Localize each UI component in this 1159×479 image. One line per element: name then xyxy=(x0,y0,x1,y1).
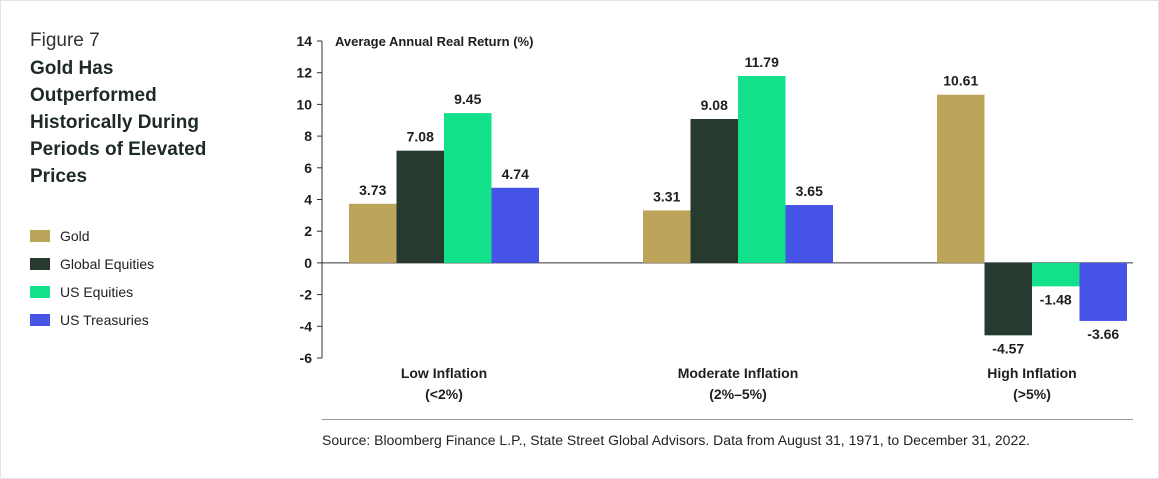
source-divider xyxy=(322,419,1133,420)
chart-legend: Gold Global Equities US Equities US Trea… xyxy=(30,222,154,334)
bar-global-equities xyxy=(396,150,444,263)
y-tick-label: 4 xyxy=(304,192,312,208)
legend-swatch-global-equities xyxy=(30,258,50,270)
y-tick-label: 8 xyxy=(304,128,312,144)
data-label: 3.31 xyxy=(653,188,680,204)
y-tick-label: 14 xyxy=(296,33,312,49)
bar-gold xyxy=(349,203,397,263)
x-category-label: Low Inflation xyxy=(401,365,487,381)
data-label: -4.57 xyxy=(992,340,1024,356)
x-category-sublabel: (>5%) xyxy=(1013,386,1051,402)
legend-item-gold: Gold xyxy=(30,222,154,250)
legend-item-us-equities: US Equities xyxy=(30,278,154,306)
legend-label-us-treasuries: US Treasuries xyxy=(60,312,149,328)
figure-label: Figure 7 xyxy=(30,30,100,51)
legend-label-us-equities: US Equities xyxy=(60,284,134,300)
figure-title: Gold Has Outperformed Historically Durin… xyxy=(30,58,207,187)
bar-global-equities xyxy=(690,118,738,263)
x-category-label: High Inflation xyxy=(987,365,1076,381)
data-label: 7.08 xyxy=(407,129,434,145)
y-tick-label: 12 xyxy=(296,65,312,81)
y-axis-label: Average Annual Real Return (%) xyxy=(335,34,533,49)
source-note: Source: Bloomberg Finance L.P., State St… xyxy=(322,432,1030,448)
y-tick-label: 10 xyxy=(296,96,312,112)
bar-us-equities xyxy=(444,113,492,263)
bar-us-equities xyxy=(738,76,786,263)
data-label: 4.74 xyxy=(502,166,529,182)
y-tick-label: 6 xyxy=(304,160,312,176)
legend-swatch-us-equities xyxy=(30,286,50,298)
bar-gold xyxy=(643,210,691,263)
y-tick-label: -2 xyxy=(300,287,313,303)
y-tick-label: 2 xyxy=(304,223,312,239)
data-label: 3.73 xyxy=(359,182,386,198)
data-label: 9.45 xyxy=(454,91,481,107)
y-tick-label: 0 xyxy=(304,255,312,271)
bar-global-equities xyxy=(984,262,1032,336)
legend-item-global-equities: Global Equities xyxy=(30,250,154,278)
bar-us-equities xyxy=(1032,262,1080,287)
data-label: -3.66 xyxy=(1087,326,1119,342)
data-label: 11.79 xyxy=(745,54,779,70)
x-category-sublabel: (<2%) xyxy=(425,386,463,402)
bar-gold xyxy=(937,94,985,263)
y-tick-label: -4 xyxy=(300,318,313,334)
legend-label-gold: Gold xyxy=(60,228,90,244)
data-label: 9.08 xyxy=(701,97,728,113)
data-label: 10.61 xyxy=(943,73,978,89)
bar-us-treasuries xyxy=(1079,262,1127,321)
x-category-label: Moderate Inflation xyxy=(678,365,799,381)
legend-swatch-gold xyxy=(30,230,50,242)
bar-us-treasuries xyxy=(491,187,539,263)
legend-label-global-equities: Global Equities xyxy=(60,256,155,272)
bar-us-treasuries xyxy=(785,205,833,263)
data-label: -1.48 xyxy=(1040,291,1072,307)
y-tick-label: -6 xyxy=(300,350,313,366)
x-category-sublabel: (2%–5%) xyxy=(709,386,767,402)
legend-item-us-treasuries: US Treasuries xyxy=(30,306,154,334)
legend-swatch-us-treasuries xyxy=(30,314,50,326)
data-label: 3.65 xyxy=(796,183,823,199)
